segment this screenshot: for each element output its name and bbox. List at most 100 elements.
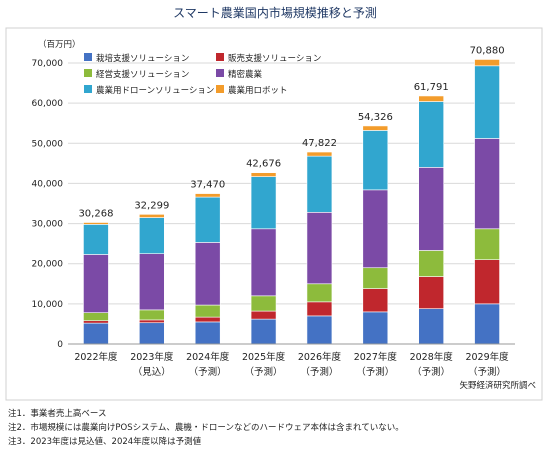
x-tick-sublabel: （予測） — [300, 366, 338, 378]
legend-label: 精密農業 — [228, 69, 263, 80]
bars: 30,268 32,299 37,470 42,676 47,822 54,326 61,7… — [78, 45, 505, 345]
y-tick-label: 60,000 — [32, 99, 64, 109]
x-tick-label: 2027年度 — [354, 351, 398, 363]
x-tick-sublabel: （予測） — [412, 366, 450, 378]
chart-title: スマート農業国内市場規模推移と予測 — [173, 5, 377, 20]
y-tick-label: 50,000 — [32, 139, 64, 149]
bar-segment — [362, 125, 389, 131]
x-tick-label: 2022年度 — [74, 351, 118, 363]
y-axis-unit-label: （百万円） — [38, 39, 81, 50]
y-tick-label: 20,000 — [32, 260, 64, 270]
bar-segment — [139, 322, 165, 345]
bar-segment — [139, 309, 165, 321]
bar-segment — [418, 250, 444, 277]
legend-swatch — [84, 85, 92, 93]
legend-label: 販売支援ソリューション — [228, 53, 321, 64]
bar-segment — [306, 151, 333, 157]
bar-total-label: 37,470 — [190, 180, 225, 191]
bar-segment — [83, 224, 109, 255]
bar-segment — [418, 167, 444, 251]
footnote: 注2．市場規模には農業向けPOSシステム、農機・ドローンなどのハードウェア本体は… — [8, 422, 404, 433]
bar-segment — [362, 189, 389, 269]
bar-total-label: 61,791 — [414, 82, 449, 93]
bar-total-label: 30,268 — [78, 208, 113, 219]
bar-segment — [250, 228, 277, 297]
legend-swatch — [216, 53, 224, 61]
source-credit: 矢野経済研究所調べ — [459, 380, 536, 391]
bar-segment — [83, 254, 109, 313]
legend-swatch — [216, 85, 224, 93]
bar-segment — [83, 222, 109, 225]
axes: 0 10,000 20,000 30,000 40,000 50,000 60,000 70,… — [32, 59, 515, 378]
bar-segment — [83, 312, 109, 322]
notes: 注1．事業者売上高ベース注2．市場規模には農業向けPOSシステム、農機・ドローン… — [8, 408, 404, 447]
bar-segment — [83, 322, 109, 345]
bar-segment — [306, 301, 333, 317]
x-tick-sublabel: （見込） — [133, 366, 171, 378]
legend-label: 経営支援ソリューション — [96, 69, 189, 80]
bar-segment — [194, 242, 221, 306]
bar-segment — [139, 319, 165, 324]
footnote: 注1．事業者売上高ベース — [8, 408, 106, 419]
bar-segment — [139, 214, 165, 218]
bar-segment — [474, 65, 500, 139]
y-tick-label: 0 — [57, 340, 63, 350]
bar-segment — [362, 267, 389, 289]
bar-segment — [306, 283, 333, 303]
bar-segment — [306, 155, 333, 213]
x-tick-label: 2028年度 — [410, 351, 454, 363]
legend-swatch — [84, 53, 92, 61]
bar-segment — [250, 295, 277, 312]
x-tick-label: 2023年度 — [130, 351, 174, 363]
bar-segment — [194, 196, 221, 243]
bar-segment — [418, 101, 444, 168]
x-tick-label: 2025年度 — [242, 351, 286, 363]
bar-segment — [250, 176, 277, 230]
legend-swatch — [84, 69, 92, 77]
bar-segment — [474, 303, 500, 345]
x-tick-sublabel: （予測） — [468, 366, 506, 378]
x-tick-sublabel: （予測） — [189, 366, 227, 378]
bar-segment — [194, 316, 221, 323]
y-tick-label: 30,000 — [32, 220, 64, 230]
legend-label: 農業用ドローンソリューション — [96, 85, 214, 96]
bar-segment — [474, 259, 500, 305]
x-tick-label: 2029年度 — [465, 351, 509, 363]
bar-segment — [418, 276, 444, 309]
bar-segment — [139, 217, 165, 254]
bar-segment — [194, 321, 221, 345]
bar-segment — [250, 318, 277, 345]
bar-segment — [474, 59, 500, 67]
bar-segment — [194, 304, 221, 318]
bar-segment — [474, 228, 500, 260]
x-tick-sublabel: （予測） — [356, 366, 394, 378]
legend-swatch — [216, 69, 224, 77]
y-tick-label: 40,000 — [32, 179, 64, 189]
chart-frame — [5, 27, 543, 401]
bar-total-label: 42,676 — [246, 159, 281, 170]
x-tick-label: 2024年度 — [186, 351, 230, 363]
bar-segment — [306, 315, 333, 345]
x-tick-label: 2026年度 — [298, 351, 342, 363]
bar-total-label: 32,299 — [134, 200, 169, 211]
bar-total-label: 47,822 — [302, 138, 337, 149]
bar-segment — [362, 288, 389, 313]
bar-segment — [194, 193, 221, 198]
x-tick-sublabel: （予測） — [245, 366, 283, 378]
bar-segment — [362, 311, 389, 345]
bar-segment — [139, 253, 165, 311]
bar-segment — [362, 130, 389, 191]
bar-total-label: 70,880 — [470, 45, 505, 56]
legend-label: 農業用ロボット — [228, 85, 288, 96]
y-tick-label: 10,000 — [32, 300, 64, 310]
legend-label: 栽培支援ソリューション — [96, 53, 189, 64]
bar-segment — [250, 310, 277, 320]
bar-segment — [250, 172, 277, 177]
bar-segment — [418, 308, 444, 345]
bar-segment — [83, 320, 109, 324]
bar-segment — [474, 138, 500, 230]
bar-total-label: 54,326 — [358, 112, 393, 123]
bar-segment — [418, 95, 444, 102]
